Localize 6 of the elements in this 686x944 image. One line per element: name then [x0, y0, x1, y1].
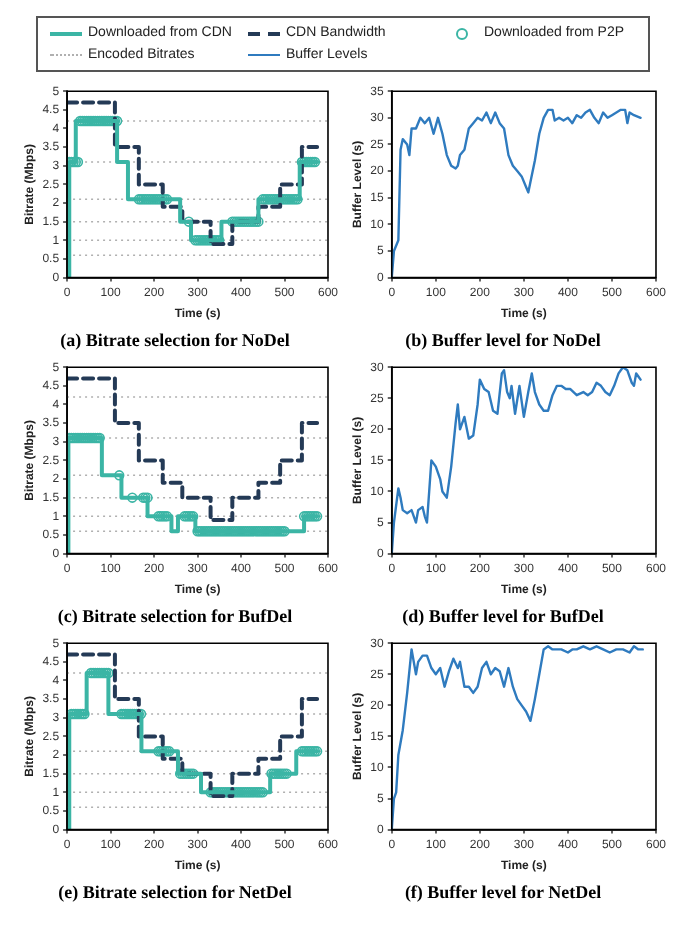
text: (f) Buffer level for NetDel	[404, 881, 603, 902]
text: (c) Bitrate selection for BufDel	[57, 605, 294, 626]
text: (e) Bitrate selection for NetDel	[58, 881, 293, 902]
text: (b) Buffer level for NoDel	[405, 329, 602, 350]
text: (a) Bitrate selection for NoDel	[60, 329, 291, 350]
text: (d) Buffer level for BufDel	[402, 605, 605, 626]
